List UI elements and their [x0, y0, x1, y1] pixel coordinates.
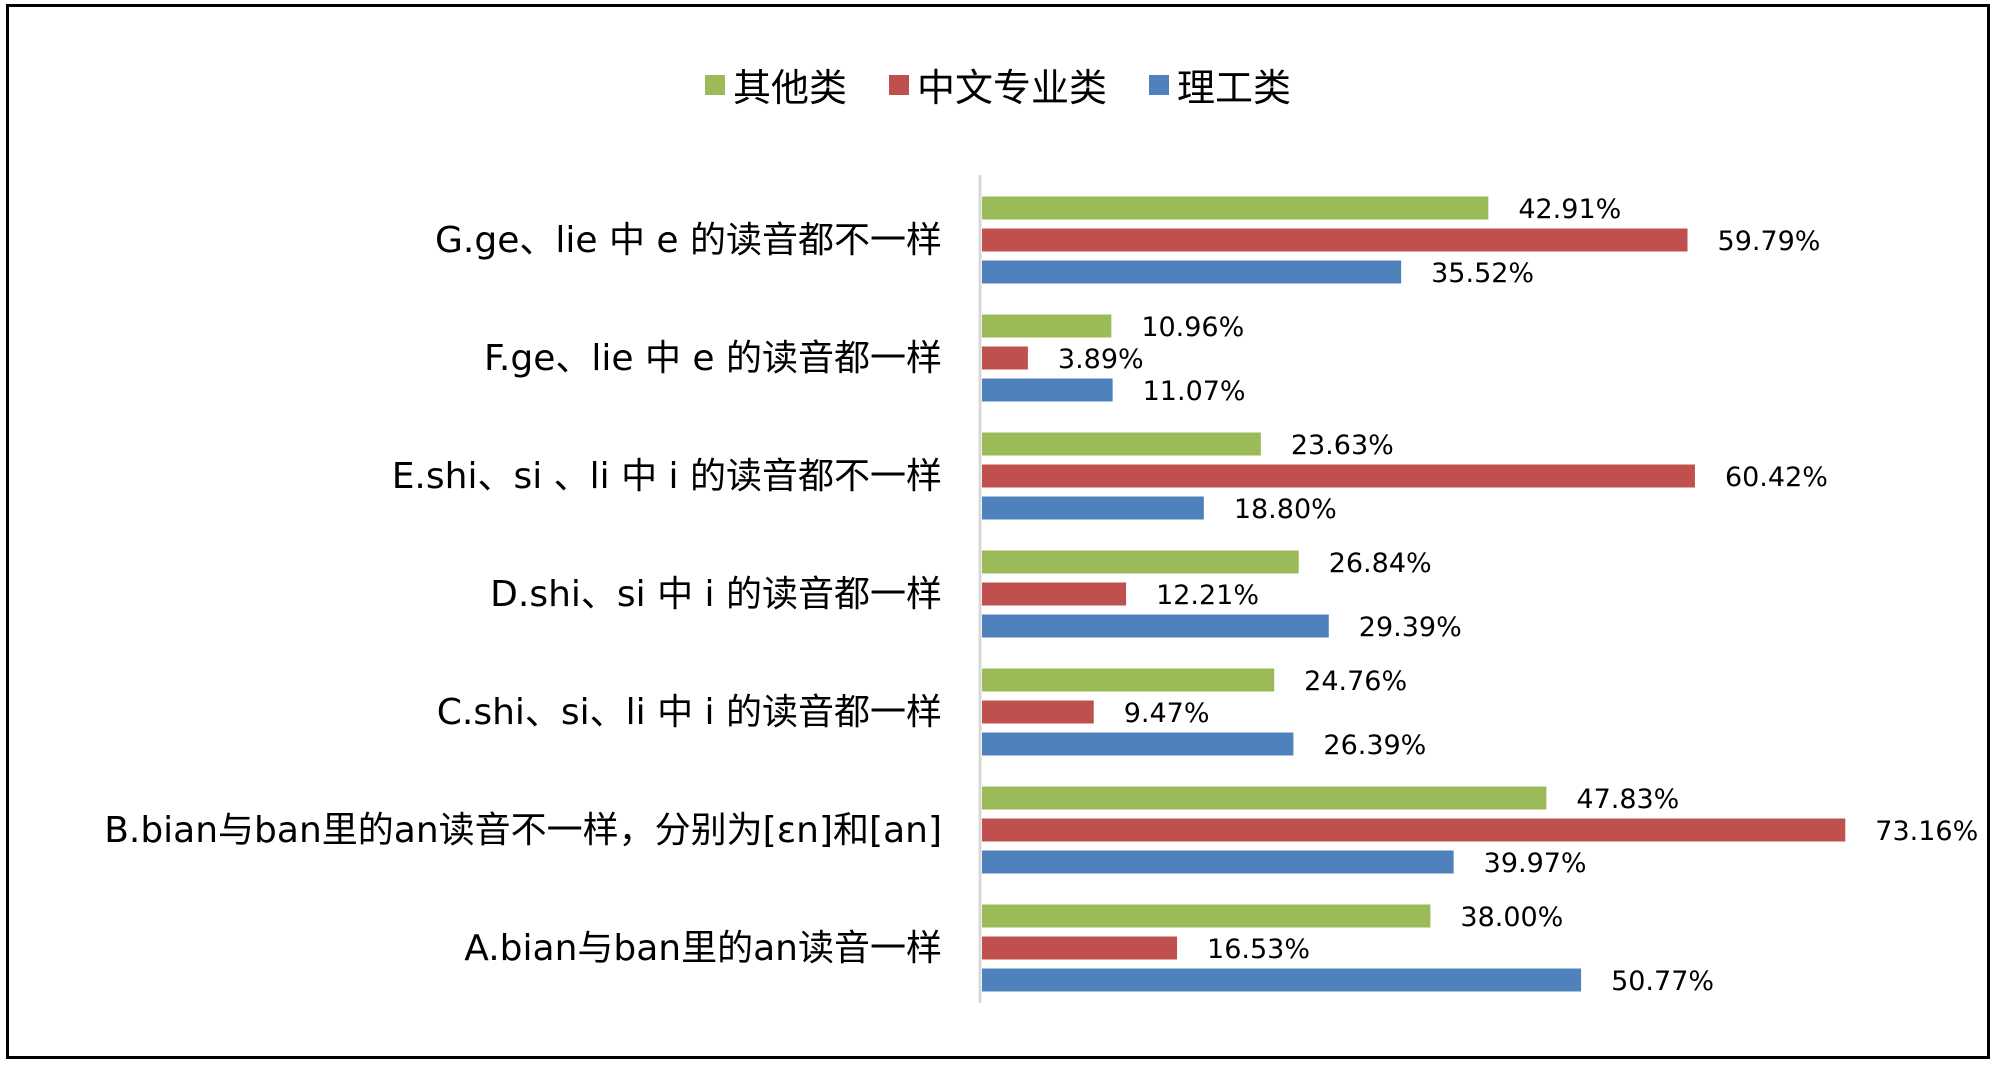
data-label: 3.89% [1058, 344, 1144, 375]
data-label: 9.47% [1124, 698, 1210, 729]
bar [982, 786, 1547, 810]
data-label: 29.39% [1359, 612, 1462, 643]
data-label: 24.76% [1304, 666, 1407, 697]
category-label: D.shi、si 中 i 的读音都一样 [490, 574, 942, 615]
legend-swatch-series-3 [1149, 74, 1169, 95]
bar [982, 496, 1204, 520]
bar [982, 432, 1261, 456]
legend-label-series-1: 其他类 [732, 66, 847, 110]
category-label: G.ge、lie 中 e 的读音都不一样 [435, 220, 942, 261]
bar [982, 936, 1178, 960]
data-label: 73.16% [1875, 816, 1978, 847]
legend-item-series-1: 其他类 [704, 57, 847, 112]
legend-item-series-3: 理工类 [1149, 57, 1291, 112]
data-label: 18.80% [1234, 494, 1337, 525]
legend: 其他类 中文专业类 理工类 [9, 57, 1987, 112]
bar [982, 700, 1094, 724]
legend-label-series-3: 理工类 [1177, 66, 1292, 110]
bar [982, 314, 1112, 338]
data-label: 50.77% [1611, 966, 1714, 997]
category-label: B.bian与ban里的an读音不一样，分别为[ɛn]和[an] [104, 810, 942, 851]
category-label: A.bian与ban里的an读音一样 [464, 928, 942, 969]
data-label: 12.21% [1156, 580, 1259, 611]
legend-swatch-series-2 [888, 74, 909, 95]
data-label: 10.96% [1141, 312, 1244, 343]
bar [982, 464, 1695, 488]
data-label: 39.97% [1484, 848, 1587, 879]
bar [982, 968, 1582, 992]
legend-swatch-series-1 [704, 74, 725, 95]
bar [982, 378, 1113, 402]
bar [982, 196, 1489, 220]
data-label: 38.00% [1460, 902, 1563, 933]
bar [982, 668, 1275, 692]
data-label: 11.07% [1143, 376, 1246, 407]
data-label: 59.79% [1718, 226, 1821, 257]
data-label: 47.83% [1576, 784, 1679, 815]
category-label: F.ge、lie 中 e 的读音都一样 [484, 338, 942, 379]
chart-frame: 其他类 中文专业类 理工类 [6, 4, 1990, 1059]
data-label: 42.91% [1518, 194, 1621, 225]
data-label: 23.63% [1291, 430, 1394, 461]
bar [982, 732, 1294, 756]
legend-item-series-2: 中文专业类 [888, 57, 1107, 112]
legend-label-series-2: 中文专业类 [916, 66, 1107, 110]
category-label: E.shi、si 、li 中 i 的读音都不一样 [392, 456, 942, 497]
bar [982, 850, 1454, 874]
bar [982, 260, 1402, 284]
data-label: 26.39% [1323, 730, 1426, 761]
data-label: 16.53% [1207, 934, 1310, 965]
data-label: 26.84% [1329, 548, 1432, 579]
data-label: 60.42% [1725, 462, 1828, 493]
category-label: C.shi、si、li 中 i 的读音都一样 [437, 692, 942, 733]
bar [982, 582, 1127, 606]
bar [982, 614, 1329, 638]
data-label: 35.52% [1431, 258, 1534, 289]
bar [982, 550, 1299, 574]
bar [982, 228, 1688, 252]
bar [982, 346, 1028, 370]
bar [982, 904, 1431, 928]
bar [982, 818, 1846, 842]
